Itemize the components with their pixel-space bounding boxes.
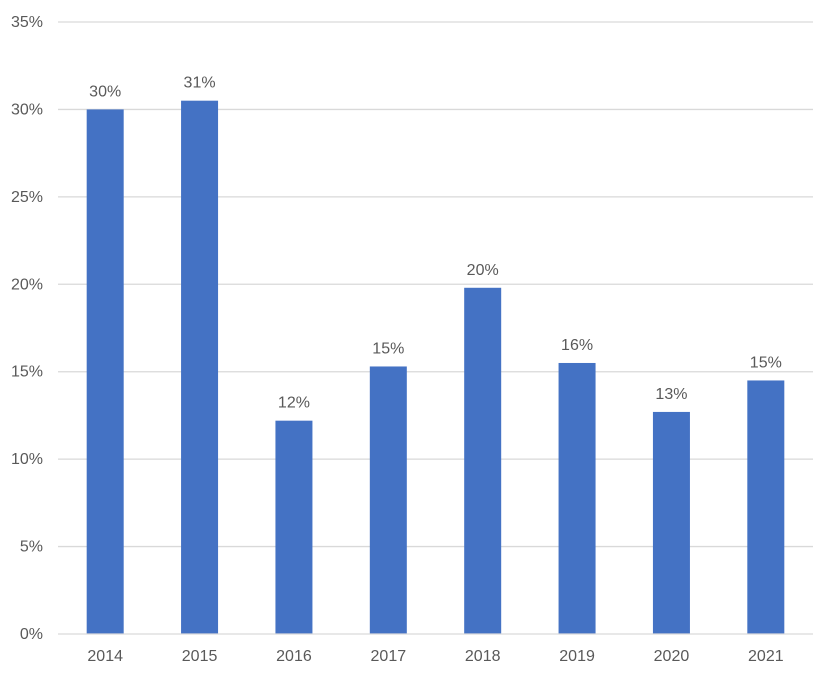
bar-2014 [86, 109, 124, 634]
x-tick-label-2016: 2016 [276, 648, 312, 665]
x-tick-label-2017: 2017 [371, 648, 407, 665]
y-tick-label: 10% [11, 451, 43, 468]
x-tick-label-2021: 2021 [748, 648, 784, 665]
y-tick-label: 20% [11, 276, 43, 293]
data-label-2021: 15% [750, 354, 782, 371]
gridlines [58, 21, 813, 548]
bar-2019 [558, 362, 596, 634]
bar-2017 [369, 366, 407, 634]
x-tick-label-2019: 2019 [559, 648, 595, 665]
x-tick-label-2014: 2014 [87, 648, 123, 665]
data-label-2014: 30% [89, 83, 121, 100]
bar-2021 [747, 380, 785, 634]
x-tick-label-2018: 2018 [465, 648, 501, 665]
x-tick-label-2020: 2020 [654, 648, 690, 665]
bar-2016 [275, 420, 313, 634]
y-tick-label: 35% [11, 14, 43, 31]
data-label-2019: 16% [561, 337, 593, 354]
bar-2018 [464, 287, 502, 634]
y-tick-label: 25% [11, 189, 43, 206]
y-tick-label: 15% [11, 364, 43, 381]
bar-2020 [652, 411, 690, 634]
data-label-2018: 20% [467, 262, 499, 279]
data-label-2016: 12% [278, 395, 310, 412]
x-axis-tick-labels: 2014 2015 2016 2017 2018 2019 2020 2021 [87, 648, 783, 665]
y-axis-tick-labels: 0% 5% 10% 15% 20% 25% 30% 35% [11, 14, 43, 643]
y-tick-label: 0% [20, 626, 43, 643]
y-tick-label: 30% [11, 101, 43, 118]
data-label-2020: 13% [655, 386, 687, 403]
data-labels: 30% 31% 12% 15% 20% 16% 13% 15% [89, 75, 782, 412]
bars [86, 100, 785, 634]
bar-2015 [181, 100, 219, 634]
x-tick-label-2015: 2015 [182, 648, 218, 665]
data-label-2015: 31% [184, 75, 216, 92]
data-label-2017: 15% [372, 340, 404, 357]
y-tick-label: 5% [20, 539, 43, 556]
